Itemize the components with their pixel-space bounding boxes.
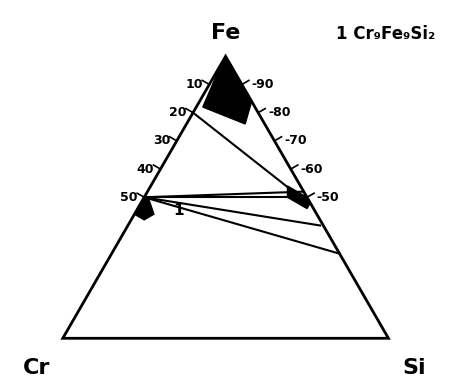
- Text: 50: 50: [120, 191, 137, 204]
- Text: Cr: Cr: [23, 358, 50, 378]
- Text: Si: Si: [402, 358, 426, 378]
- Text: 30: 30: [153, 135, 170, 147]
- Polygon shape: [203, 56, 252, 124]
- Text: 40: 40: [137, 163, 154, 176]
- Text: -60: -60: [301, 163, 323, 176]
- Text: -80: -80: [268, 106, 291, 119]
- Text: -50: -50: [317, 191, 339, 204]
- Polygon shape: [287, 186, 310, 209]
- Text: 1 Cr₉Fe₉Si₂: 1 Cr₉Fe₉Si₂: [337, 25, 436, 43]
- Text: Fe: Fe: [211, 23, 240, 43]
- Text: 1: 1: [173, 204, 184, 218]
- Text: -70: -70: [284, 135, 307, 147]
- Text: 20: 20: [169, 106, 187, 119]
- Polygon shape: [135, 197, 154, 220]
- Text: 10: 10: [185, 78, 203, 91]
- Text: -90: -90: [252, 78, 274, 91]
